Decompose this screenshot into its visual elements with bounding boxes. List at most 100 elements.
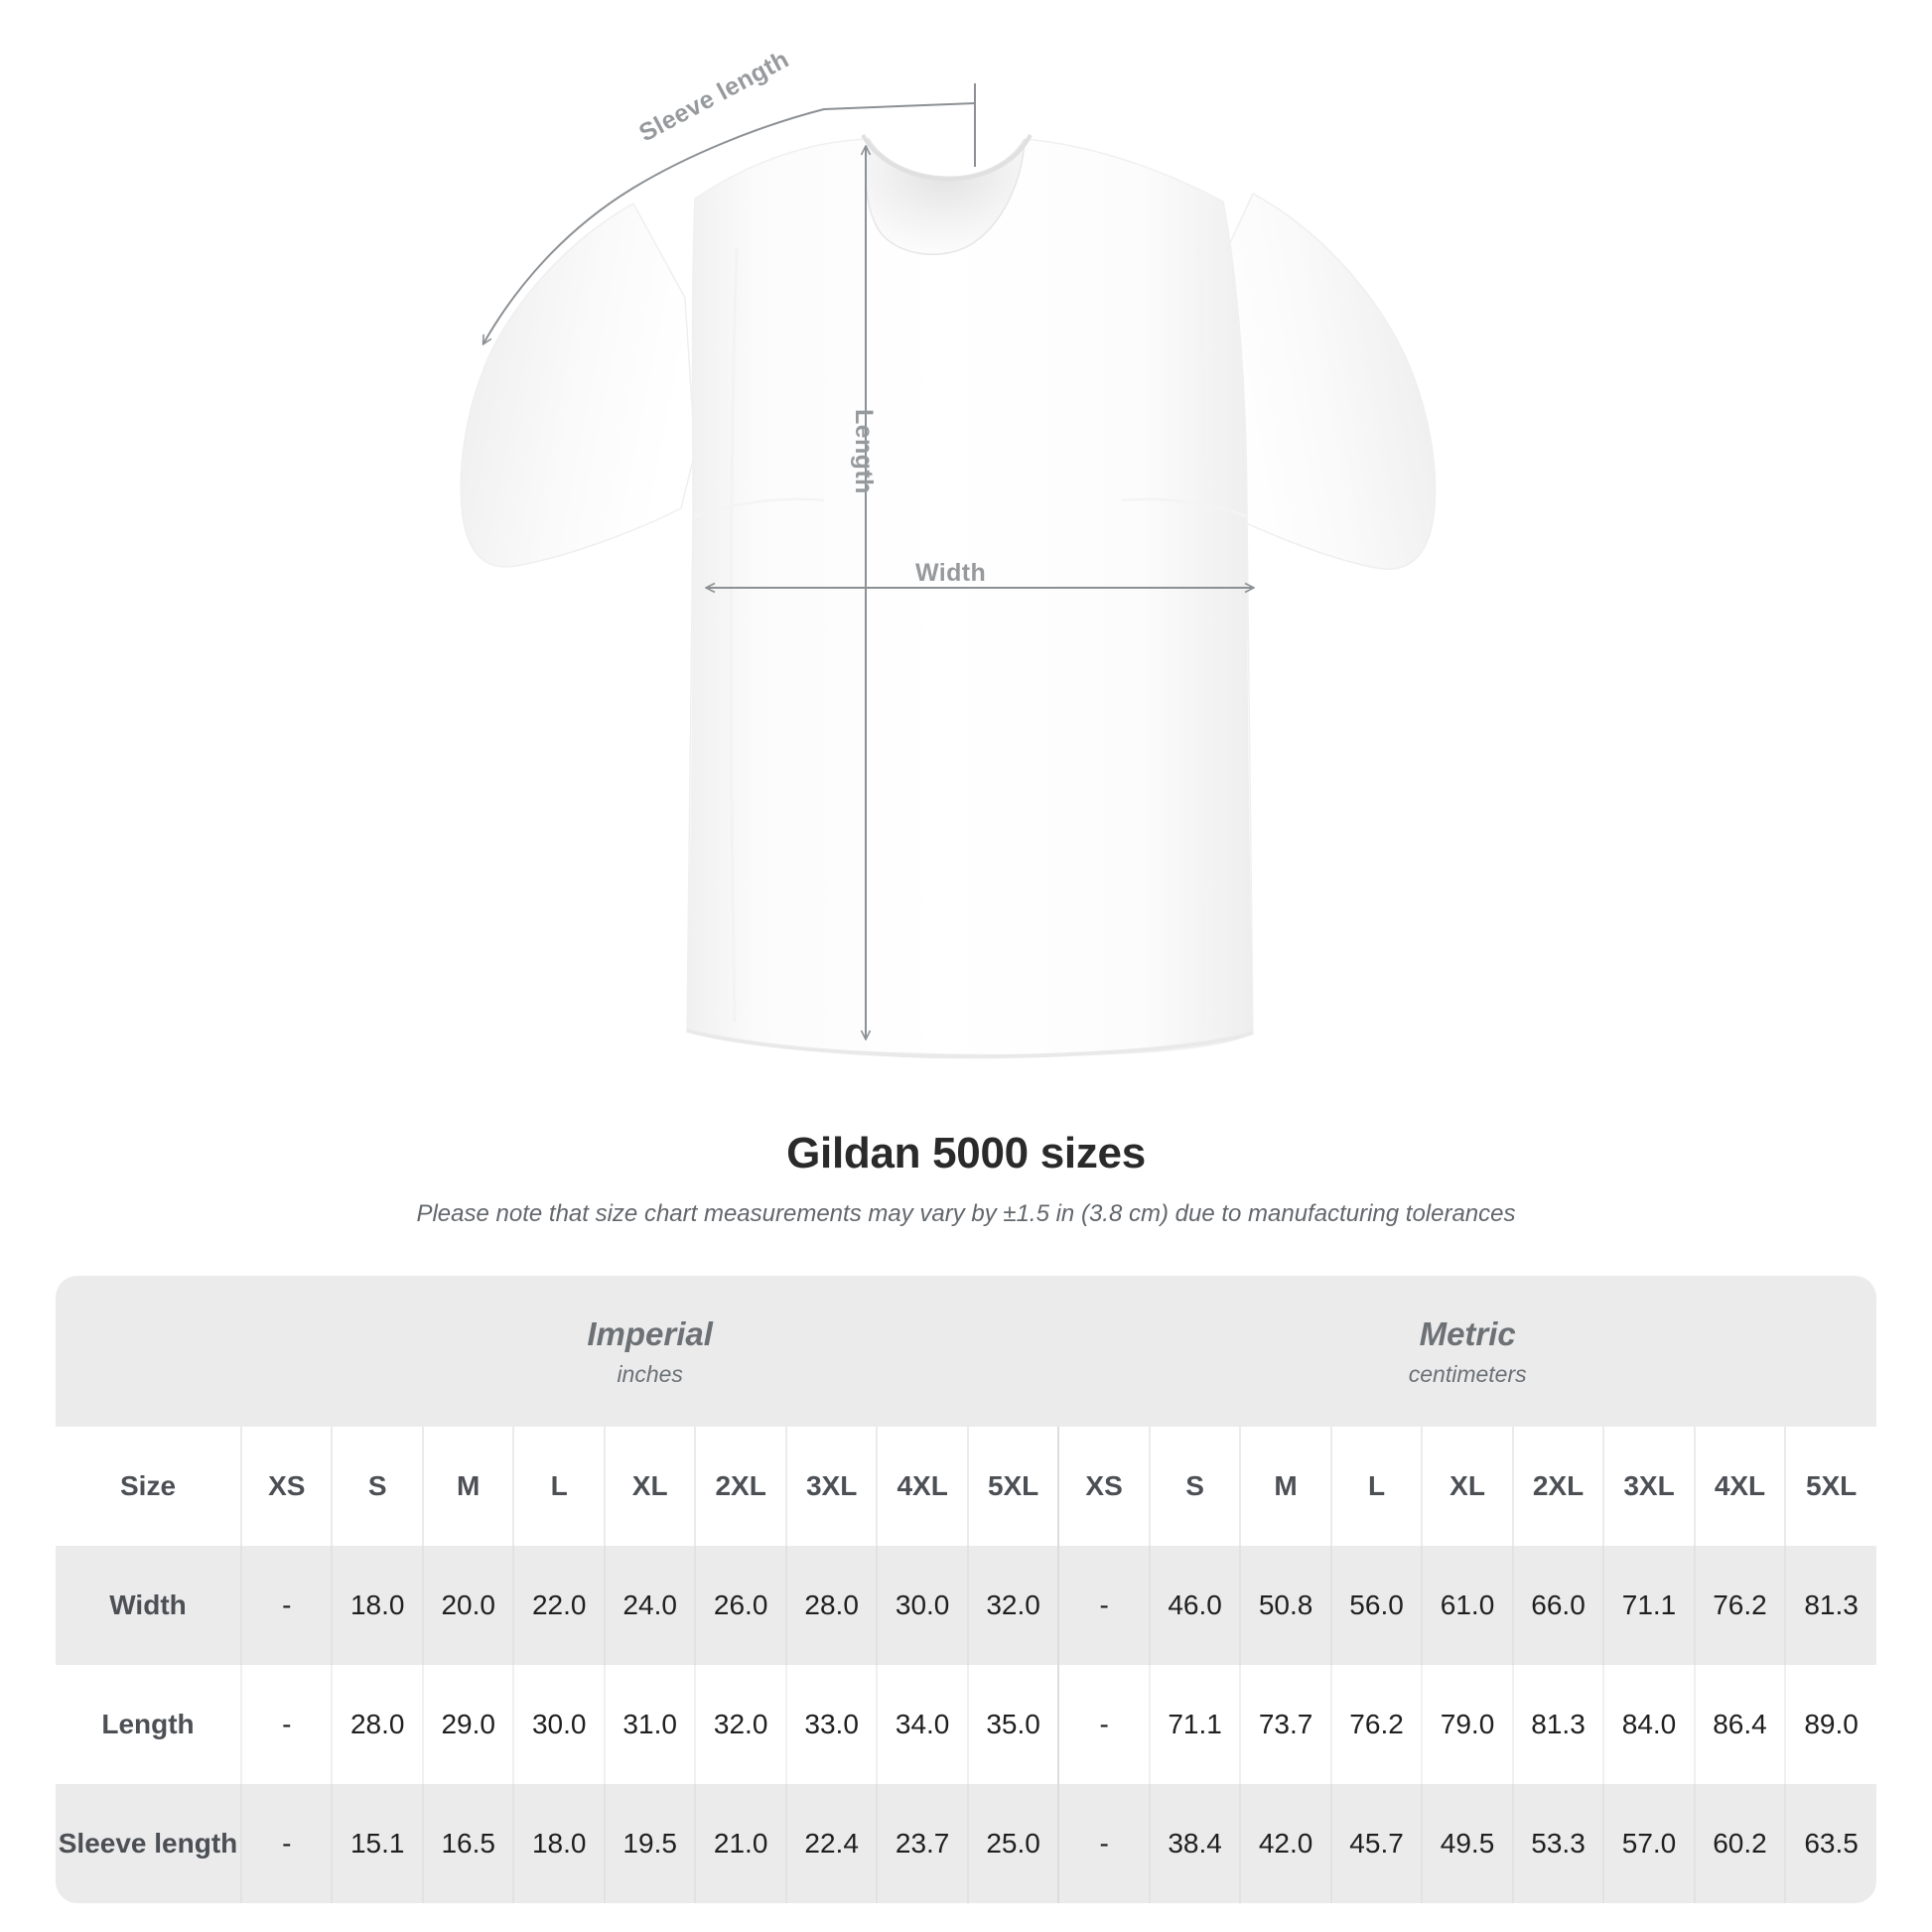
size-header-m: M bbox=[1239, 1427, 1331, 1546]
measurement-value: 21.0 bbox=[694, 1784, 786, 1903]
measurement-value: 63.5 bbox=[1784, 1784, 1876, 1903]
tshirt-body bbox=[460, 134, 1437, 1059]
measurement-value: 46.0 bbox=[1148, 1546, 1241, 1665]
measurement-value: 22.4 bbox=[784, 1784, 878, 1903]
length-label: Length bbox=[850, 409, 878, 494]
measurement-value: 16.5 bbox=[421, 1784, 514, 1903]
measurement-value: 81.3 bbox=[1784, 1546, 1876, 1665]
size-header-xs: XS bbox=[1057, 1427, 1150, 1546]
measurement-value: 56.0 bbox=[1329, 1546, 1423, 1665]
measurement-value: 32.0 bbox=[694, 1665, 786, 1784]
measurement-value: 31.0 bbox=[603, 1665, 696, 1784]
unit-system-cell: Metric centimeters bbox=[1058, 1276, 1876, 1427]
measurement-value: 76.2 bbox=[1329, 1665, 1423, 1784]
measurement-value: 73.7 bbox=[1239, 1665, 1331, 1784]
sleeve-length-arrow bbox=[483, 83, 976, 344]
measurement-value: 76.2 bbox=[1693, 1546, 1786, 1665]
size-header-2xl: 2XL bbox=[1511, 1427, 1604, 1546]
measurement-value: - bbox=[239, 1546, 333, 1665]
unit-system-name: Imperial bbox=[587, 1314, 713, 1352]
size-header-4xl: 4XL bbox=[1693, 1427, 1786, 1546]
measurement-value: 53.3 bbox=[1511, 1784, 1604, 1903]
measurement-value: 20.0 bbox=[421, 1546, 514, 1665]
measurement-value: 49.5 bbox=[1421, 1784, 1513, 1903]
measurement-value: 30.0 bbox=[512, 1665, 605, 1784]
size-header-s: S bbox=[1148, 1427, 1241, 1546]
measurement-label: Length bbox=[56, 1665, 241, 1784]
size-header-3xl: 3XL bbox=[784, 1427, 878, 1546]
measurement-value: 22.0 bbox=[512, 1546, 605, 1665]
measurement-value: 45.7 bbox=[1329, 1784, 1423, 1903]
size-header-m: M bbox=[421, 1427, 514, 1546]
measurement-label: Width bbox=[56, 1546, 241, 1665]
measurement-value: 71.1 bbox=[1148, 1665, 1241, 1784]
measurement-label: Sleeve length bbox=[56, 1784, 241, 1903]
size-header-s: S bbox=[331, 1427, 423, 1546]
measurement-value: 81.3 bbox=[1511, 1665, 1604, 1784]
unit-system-cell: Imperial inches bbox=[241, 1276, 1059, 1427]
measurement-value: 19.5 bbox=[603, 1784, 696, 1903]
unit-system-unit: inches bbox=[617, 1360, 683, 1387]
measurement-value: 35.0 bbox=[966, 1665, 1059, 1784]
measurement-value: 30.0 bbox=[876, 1546, 968, 1665]
measurement-value: 18.0 bbox=[331, 1546, 423, 1665]
measurement-value: - bbox=[239, 1784, 333, 1903]
measurement-value: 89.0 bbox=[1784, 1665, 1876, 1784]
measurement-value: 28.0 bbox=[784, 1546, 878, 1665]
size-header-2xl: 2XL bbox=[694, 1427, 786, 1546]
table-row: Width -18.0 20.0 22.0 24.0 26.0 28.0 30.0 32.0-4… bbox=[56, 1546, 1876, 1665]
table-row: Sleeve length -15.1 16.5 18.0 19.5 21.0 22.4 23… bbox=[56, 1784, 1876, 1903]
unit-row-spacer bbox=[56, 1276, 241, 1427]
size-header-xs: XS bbox=[239, 1427, 333, 1546]
measurement-value: 86.4 bbox=[1693, 1665, 1786, 1784]
size-header-xl: XL bbox=[1421, 1427, 1513, 1546]
unit-system-row: Imperial inches Metric centimeters bbox=[56, 1276, 1876, 1427]
measurement-value: 32.0 bbox=[966, 1546, 1059, 1665]
size-table-container: Imperial inches Metric centimeters Size XS S M L… bbox=[56, 1276, 1876, 1903]
size-column-header: Size bbox=[56, 1427, 241, 1546]
measurement-value: 57.0 bbox=[1602, 1784, 1695, 1903]
size-header-l: L bbox=[512, 1427, 605, 1546]
size-header-l: L bbox=[1329, 1427, 1423, 1546]
measurement-value: - bbox=[1057, 1546, 1150, 1665]
measurement-value: 34.0 bbox=[876, 1665, 968, 1784]
measurement-value: 84.0 bbox=[1602, 1665, 1695, 1784]
unit-system-unit: centimeters bbox=[1408, 1360, 1527, 1387]
page-title: Gildan 5000 sizes bbox=[786, 1129, 1146, 1177]
measurement-value: 26.0 bbox=[694, 1546, 786, 1665]
tolerance-note: Please note that size chart measurements… bbox=[416, 1200, 1516, 1227]
measurement-value: 24.0 bbox=[603, 1546, 696, 1665]
chart-title-block: Gildan 5000 sizes Please note that size … bbox=[0, 1129, 1932, 1228]
size-header-4xl: 4XL bbox=[876, 1427, 968, 1546]
table-row: Length -28.0 29.0 30.0 31.0 32.0 33.0 34.0 35.0-… bbox=[56, 1665, 1876, 1784]
tshirt-measurement-diagram: Sleeve length Length Width bbox=[460, 46, 1437, 1059]
measurement-value: 42.0 bbox=[1239, 1784, 1331, 1903]
measurement-value: 71.1 bbox=[1602, 1546, 1695, 1665]
unit-system-name: Metric bbox=[1419, 1314, 1516, 1352]
measurement-value: 18.0 bbox=[512, 1784, 605, 1903]
measurement-value: 60.2 bbox=[1693, 1784, 1786, 1903]
measurement-value: 33.0 bbox=[784, 1665, 878, 1784]
measurement-value: 29.0 bbox=[421, 1665, 514, 1784]
measurement-value: 25.0 bbox=[966, 1784, 1059, 1903]
measurement-value: 28.0 bbox=[331, 1665, 423, 1784]
measurement-value: 79.0 bbox=[1421, 1665, 1513, 1784]
tshirt-illustration bbox=[460, 83, 1437, 1059]
size-header-3xl: 3XL bbox=[1602, 1427, 1695, 1546]
size-header-5xl: 5XL bbox=[1784, 1427, 1876, 1546]
measurement-value: 66.0 bbox=[1511, 1546, 1604, 1665]
width-label: Width bbox=[915, 559, 987, 587]
measurement-value: - bbox=[239, 1665, 333, 1784]
measurement-value: 15.1 bbox=[331, 1784, 423, 1903]
size-header-row: Size XS S M L XL 2XL 3XL 4XL 5XL XS S M L XL 2XL 3XL 4XL 5… bbox=[56, 1427, 1876, 1546]
measurement-value: - bbox=[1057, 1784, 1150, 1903]
size-header-xl: XL bbox=[603, 1427, 696, 1546]
measurement-value: 61.0 bbox=[1421, 1546, 1513, 1665]
measurement-value: 50.8 bbox=[1239, 1546, 1331, 1665]
size-table: Imperial inches Metric centimeters Size XS S M L… bbox=[56, 1276, 1876, 1903]
size-header-5xl: 5XL bbox=[966, 1427, 1059, 1546]
measurement-value: 23.7 bbox=[876, 1784, 968, 1903]
measurement-value: 38.4 bbox=[1148, 1784, 1241, 1903]
measurement-value: - bbox=[1057, 1665, 1150, 1784]
